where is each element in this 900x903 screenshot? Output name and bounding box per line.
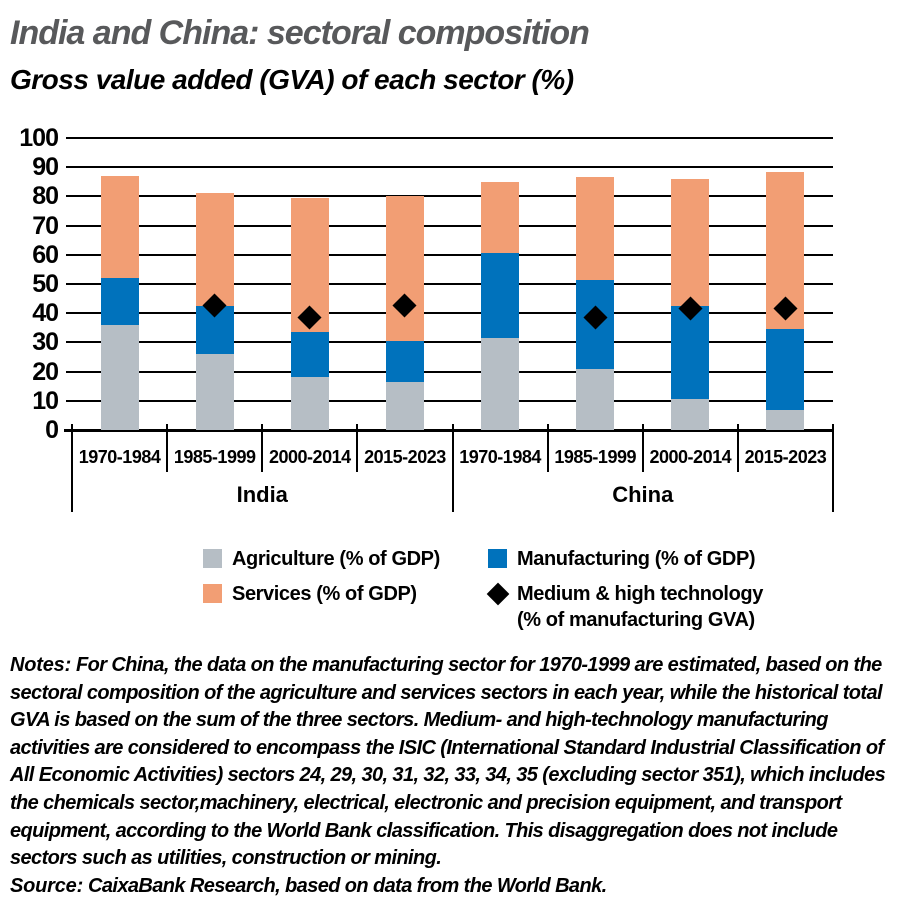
gridline-10 xyxy=(66,399,833,402)
legend-swatch-agriculture xyxy=(203,549,222,568)
notes-text: For China, the data on the manufacturing… xyxy=(10,654,886,870)
source-paragraph: Source: CaixaBank Research, based on dat… xyxy=(10,873,896,901)
legend-swatch-services xyxy=(203,584,222,603)
bar-1-agriculture xyxy=(195,354,234,430)
chart-subtitle: Gross value added (GVA) of each sector (… xyxy=(10,64,574,95)
period-separator-3 xyxy=(356,424,359,472)
bar-2-agriculture xyxy=(290,377,329,430)
y-tick-label-50: 50 xyxy=(32,270,59,298)
group-border-8 xyxy=(832,424,834,512)
source-label: Source: xyxy=(10,874,84,897)
bar-0-manufacturing xyxy=(100,278,139,325)
y-tick-label-70: 70 xyxy=(32,211,59,240)
group-border-4 xyxy=(451,424,454,512)
gridline-50 xyxy=(66,283,833,285)
bar-0-services xyxy=(100,175,139,279)
bar-1-services xyxy=(195,193,234,306)
bar-6-services xyxy=(671,178,710,306)
y-tick-label-30: 30 xyxy=(32,328,59,357)
gridline-90 xyxy=(66,166,833,169)
x-period-label: 2000-2014 xyxy=(649,447,732,467)
x-axis-line xyxy=(64,429,833,432)
notes-block: Notes: For China, the data on the manufa… xyxy=(10,652,896,900)
period-separator-6 xyxy=(641,424,644,472)
bar-5-services xyxy=(576,177,615,280)
bar-0-agriculture xyxy=(100,324,139,430)
source-text: CaixaBank Research, based on data from t… xyxy=(88,874,607,897)
bar-4-manufacturing xyxy=(481,253,520,338)
gridline-70 xyxy=(66,224,833,227)
x-period-label: 2000-2014 xyxy=(269,447,351,467)
y-tick-label-60: 60 xyxy=(32,240,59,269)
x-group-label-india: India xyxy=(236,482,288,507)
gridline-80 xyxy=(66,195,833,198)
legend-label-agriculture: Agriculture (% of GDP) xyxy=(232,548,440,570)
bar-3-manufacturing xyxy=(385,340,424,382)
legend-diamond-icon xyxy=(486,582,510,606)
group-border-0 xyxy=(71,424,73,512)
bar-3-services xyxy=(385,196,424,341)
bar-5-agriculture xyxy=(576,368,615,430)
gridline-60 xyxy=(66,253,833,256)
y-tick-label-90: 90 xyxy=(32,153,59,182)
period-separator-2 xyxy=(261,424,264,472)
x-period-label: 1970-1984 xyxy=(459,447,541,467)
legend-label-services: Services (% of GDP) xyxy=(232,583,417,605)
bar-6-agriculture xyxy=(671,399,710,430)
y-tick-label-0: 0 xyxy=(45,416,59,444)
period-separator-7 xyxy=(736,424,739,472)
bar-4-agriculture xyxy=(481,338,520,430)
legend-label-manufacturing: Manufacturing (% of GDP) xyxy=(517,548,756,570)
legend-label-tech-line1: Medium & high technology xyxy=(517,583,763,605)
bar-2-manufacturing xyxy=(290,332,329,378)
gridline-20 xyxy=(66,370,833,373)
x-period-label: 2015-2023 xyxy=(364,447,446,467)
y-tick-label-20: 20 xyxy=(32,357,59,386)
notes-paragraph: Notes: For China, the data on the manufa… xyxy=(10,652,896,873)
x-group-label-china: China xyxy=(612,482,674,507)
y-tick-label-100: 100 xyxy=(19,124,59,152)
bar-3-agriculture xyxy=(385,381,424,430)
bar-7-manufacturing xyxy=(766,329,805,410)
bar-4-services xyxy=(481,181,520,254)
x-period-label: 2015-2023 xyxy=(744,447,827,467)
gridline-30 xyxy=(66,341,833,344)
period-separator-5 xyxy=(546,424,549,472)
y-tick-label-10: 10 xyxy=(32,386,59,415)
gridline-40 xyxy=(66,312,833,315)
x-period-label: 1970-1984 xyxy=(78,447,161,467)
bar-6-manufacturing xyxy=(671,305,710,400)
x-period-label: 1985-1999 xyxy=(173,447,256,467)
gridline-100 xyxy=(66,137,833,139)
period-separator-1 xyxy=(166,424,169,472)
legend-swatch-manufacturing xyxy=(488,549,507,568)
chart-title: India and China: sectoral composition xyxy=(10,14,590,52)
y-tick-label-40: 40 xyxy=(32,299,59,328)
legend-label-tech-line2: (% of manufacturing GVA) xyxy=(517,609,755,631)
x-period-label: 1985-1999 xyxy=(554,447,636,467)
bar-7-agriculture xyxy=(766,409,805,430)
notes-label: Notes: xyxy=(10,654,72,676)
y-tick-label-80: 80 xyxy=(32,182,59,211)
